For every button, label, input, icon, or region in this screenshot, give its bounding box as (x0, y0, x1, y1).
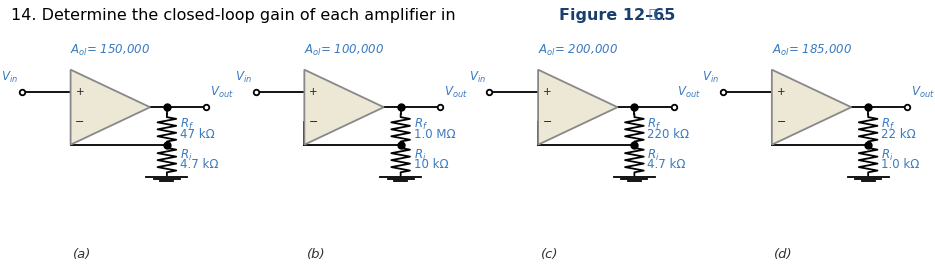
Text: +: + (309, 87, 318, 97)
Polygon shape (70, 70, 150, 145)
Text: $V_{out}$: $V_{out}$ (677, 85, 701, 100)
Text: +: + (777, 87, 785, 97)
Text: (b): (b) (307, 248, 325, 261)
Text: 47 kΩ: 47 kΩ (180, 128, 215, 141)
Text: $A_{ol}$= 200,000: $A_{ol}$= 200,000 (538, 43, 618, 58)
Text: +: + (543, 87, 552, 97)
Text: 4.7 kΩ: 4.7 kΩ (180, 158, 219, 172)
Text: −: − (542, 117, 553, 127)
Text: $A_{ol}$= 100,000: $A_{ol}$= 100,000 (304, 43, 384, 58)
Text: $V_{in}$: $V_{in}$ (1, 70, 18, 85)
Text: $R_f$: $R_f$ (413, 117, 428, 132)
Text: $R_f$: $R_f$ (647, 117, 662, 132)
Text: 22 kΩ: 22 kΩ (881, 128, 916, 141)
Polygon shape (539, 70, 617, 145)
Polygon shape (305, 70, 384, 145)
Text: 10 kΩ: 10 kΩ (413, 158, 449, 172)
Text: +: + (76, 87, 84, 97)
Text: (c): (c) (541, 248, 558, 261)
Text: $R_i$: $R_i$ (647, 148, 660, 163)
Text: −: − (776, 117, 786, 127)
Text: (a): (a) (73, 248, 92, 261)
Text: .: . (660, 8, 665, 23)
Text: $V_{out}$: $V_{out}$ (911, 85, 935, 100)
Text: $R_i$: $R_i$ (881, 148, 894, 163)
Text: $V_{in}$: $V_{in}$ (235, 70, 252, 85)
Text: $R_i$: $R_i$ (180, 148, 193, 163)
Text: $V_{out}$: $V_{out}$ (443, 85, 468, 100)
Text: $V_{out}$: $V_{out}$ (209, 85, 234, 100)
Text: −: − (309, 117, 319, 127)
Text: ⧈: ⧈ (648, 8, 656, 21)
Text: $V_{in}$: $V_{in}$ (702, 70, 720, 85)
Text: 4.7 kΩ: 4.7 kΩ (647, 158, 686, 172)
Text: $V_{in}$: $V_{in}$ (468, 70, 486, 85)
Text: $A_{ol}$= 150,000: $A_{ol}$= 150,000 (70, 43, 151, 58)
Text: 14. Determine the closed-loop gain of each amplifier in: 14. Determine the closed-loop gain of ea… (11, 8, 461, 23)
Text: $R_i$: $R_i$ (413, 148, 426, 163)
Polygon shape (772, 70, 851, 145)
Text: $A_{ol}$= 185,000: $A_{ol}$= 185,000 (771, 43, 852, 58)
Text: (d): (d) (774, 248, 793, 261)
Text: 220 kΩ: 220 kΩ (647, 128, 690, 141)
Text: −: − (75, 117, 85, 127)
Text: 1.0 kΩ: 1.0 kΩ (881, 158, 920, 172)
Text: Figure 12–65: Figure 12–65 (559, 8, 675, 23)
Text: $R_f$: $R_f$ (180, 117, 194, 132)
Text: $R_f$: $R_f$ (881, 117, 896, 132)
Text: 1.0 MΩ: 1.0 MΩ (413, 128, 455, 141)
